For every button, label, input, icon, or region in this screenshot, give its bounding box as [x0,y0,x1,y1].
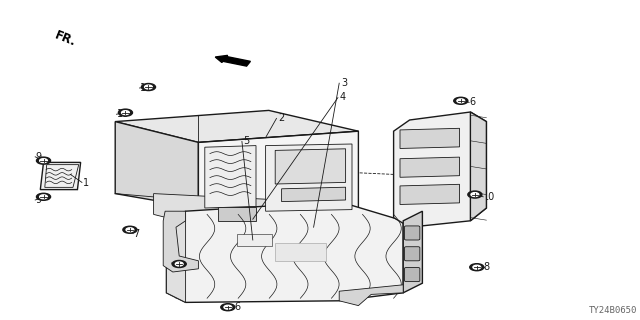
FancyBboxPatch shape [404,226,420,240]
Circle shape [468,191,482,198]
Polygon shape [115,122,198,208]
Circle shape [471,193,479,196]
Polygon shape [198,131,358,226]
Circle shape [175,262,183,266]
Bar [218,207,256,221]
Circle shape [457,99,465,103]
Text: TY24B0650: TY24B0650 [588,306,637,315]
Text: 10: 10 [483,192,495,202]
Polygon shape [163,211,198,272]
Circle shape [36,157,51,164]
Polygon shape [403,211,422,293]
Text: 2: 2 [278,113,284,123]
Polygon shape [154,194,282,226]
Circle shape [145,85,152,89]
Circle shape [470,264,484,271]
Circle shape [123,226,137,233]
Text: FR.: FR. [52,28,77,49]
Text: 10: 10 [116,109,129,119]
Bar [275,243,326,261]
Circle shape [118,109,132,116]
Polygon shape [166,202,403,302]
Polygon shape [166,211,186,302]
Polygon shape [400,128,460,148]
Polygon shape [470,112,486,221]
Circle shape [473,265,481,269]
Circle shape [454,97,468,104]
FancyBboxPatch shape [404,268,420,282]
Polygon shape [400,157,460,177]
Text: 4: 4 [339,92,346,102]
Polygon shape [205,146,256,208]
Circle shape [224,305,232,309]
Text: 5: 5 [243,136,250,146]
Circle shape [221,304,235,311]
Bar [237,234,272,246]
Polygon shape [115,110,358,142]
Circle shape [126,228,134,232]
Text: 1: 1 [83,178,90,188]
Polygon shape [394,112,486,227]
Text: 8: 8 [484,262,490,272]
Circle shape [40,195,47,199]
Circle shape [172,260,186,268]
Text: 9: 9 [35,152,42,162]
Text: 10: 10 [140,83,152,93]
Polygon shape [275,149,346,184]
Circle shape [122,111,129,115]
Circle shape [36,193,51,200]
Text: 6: 6 [172,258,178,268]
Text: 3: 3 [341,77,348,88]
FancyArrow shape [215,55,250,66]
Polygon shape [282,187,346,202]
Text: 7: 7 [133,228,140,239]
Polygon shape [40,163,81,189]
Circle shape [40,159,47,163]
Circle shape [141,84,156,91]
Polygon shape [400,184,460,204]
Text: 6: 6 [469,97,476,108]
Text: 6: 6 [234,302,241,312]
FancyBboxPatch shape [404,247,420,261]
Text: 9: 9 [35,195,42,205]
Polygon shape [339,285,403,306]
Polygon shape [266,144,352,211]
